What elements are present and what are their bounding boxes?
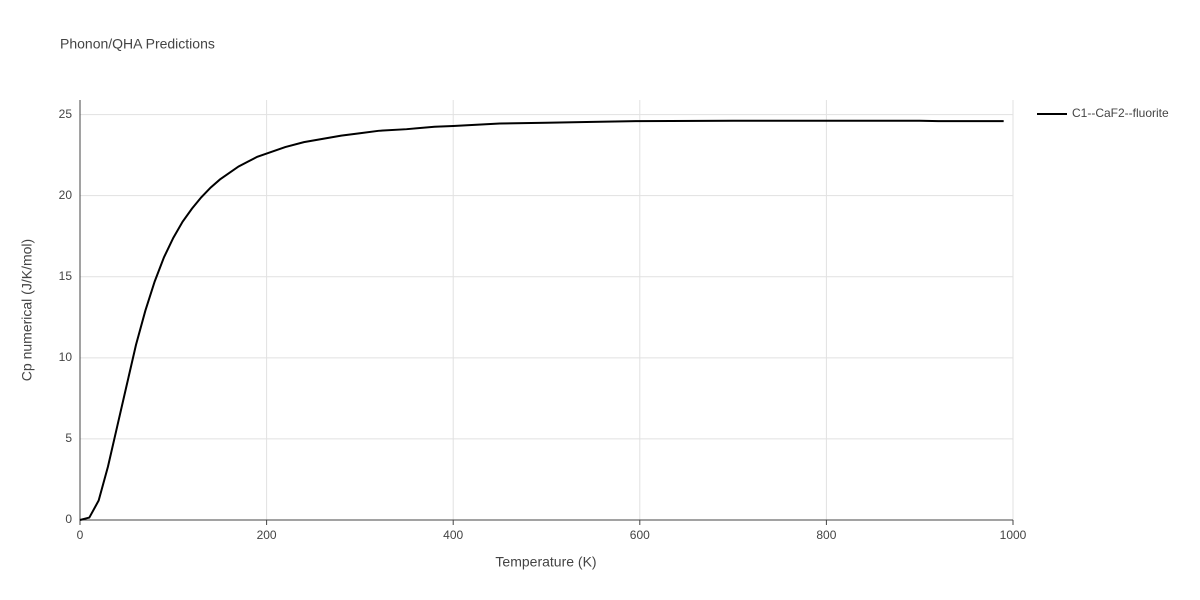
- x-tick-label: 600: [630, 528, 650, 542]
- y-tick-label: 15: [59, 269, 73, 283]
- chart-title: Phonon/QHA Predictions: [60, 36, 215, 52]
- y-tick-label: 0: [65, 512, 72, 526]
- y-tick-label: 10: [59, 350, 73, 364]
- y-tick-label: 20: [59, 188, 73, 202]
- data-line: [79, 119, 1004, 521]
- x-axis-title: Temperature (K): [495, 554, 596, 570]
- x-tick-label: 200: [257, 528, 277, 542]
- legend-label: C1--CaF2--fluorite: [1072, 106, 1169, 120]
- y-axis-title: Cp numerical (J/K/mol): [19, 239, 35, 381]
- x-tick-label: 400: [443, 528, 463, 542]
- x-tick-label: 800: [816, 528, 836, 542]
- y-tick-label: 5: [65, 431, 72, 445]
- x-tick-label: 1000: [1000, 528, 1027, 542]
- y-tick-label: 25: [59, 107, 73, 121]
- x-tick-label: 0: [77, 528, 84, 542]
